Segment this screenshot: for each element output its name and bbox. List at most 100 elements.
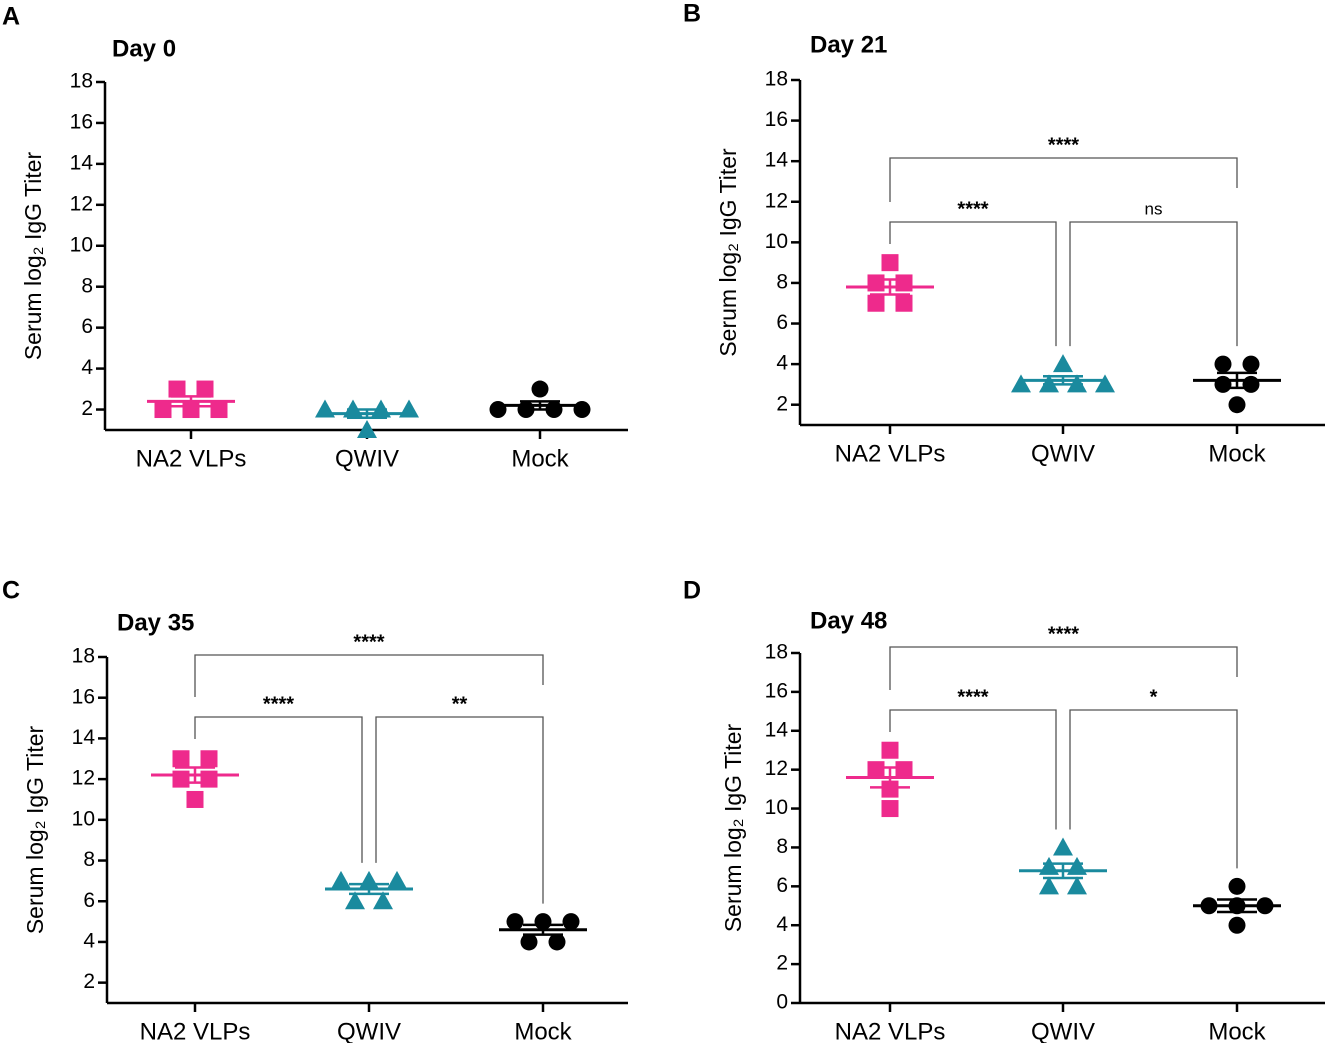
- data-point: [520, 933, 538, 951]
- data-point: [196, 380, 214, 398]
- significance-bracket: [194, 654, 544, 697]
- data-point: [357, 420, 377, 438]
- data-point: [172, 770, 190, 788]
- panel-title: Day 48: [810, 607, 887, 634]
- data-point: [562, 913, 580, 931]
- data-point: [895, 761, 913, 779]
- data-point: [1053, 354, 1073, 373]
- significance-bracket: [889, 709, 1057, 830]
- data-point: [1095, 374, 1115, 393]
- y-tick-label: 14: [765, 718, 789, 741]
- x-tick-label: Mock: [514, 1018, 572, 1043]
- y-tick-label: 8: [776, 270, 788, 293]
- data-point: [867, 294, 885, 312]
- panel-letter: B: [683, 0, 701, 28]
- data-point: [881, 780, 899, 798]
- y-tick-label: 6: [83, 889, 95, 912]
- y-tick-label: 16: [765, 679, 788, 702]
- x-tick-label: NA2 VLPs: [835, 440, 946, 467]
- significance-bracket: [1069, 709, 1238, 869]
- y-tick-label: 18: [765, 68, 788, 91]
- significance-label: ****: [957, 686, 988, 708]
- error-bar: [870, 278, 910, 296]
- error-bar: [171, 395, 211, 408]
- data-point: [867, 274, 885, 292]
- y-tick-label: 12: [765, 757, 788, 780]
- y-tick-label: 16: [765, 108, 788, 131]
- y-axis-label: Serum log₂ IgG Titer: [715, 148, 741, 357]
- x-tick-label: NA2 VLPs: [835, 1018, 946, 1043]
- data-point: [531, 380, 549, 398]
- y-tick-label: 14: [765, 149, 789, 172]
- data-point: [1039, 876, 1059, 895]
- y-tick-label: 6: [776, 874, 788, 897]
- error-bar: [520, 400, 560, 411]
- error-bar: [1217, 898, 1257, 914]
- y-tick-label: 2: [776, 392, 788, 415]
- y-tick-label: 8: [81, 274, 93, 297]
- x-tick-label: QWIV: [337, 1018, 401, 1043]
- significance-label: ****: [353, 631, 384, 653]
- y-tick-label: 4: [83, 929, 95, 952]
- data-point: [506, 913, 524, 931]
- data-point: [1214, 355, 1232, 373]
- y-tick-label: 10: [72, 807, 95, 830]
- data-point: [1011, 374, 1031, 393]
- significance-bracket: [889, 157, 1238, 202]
- y-axis-label: Serum log₂ IgG Titer: [22, 725, 48, 934]
- significance-bracket: [375, 716, 544, 904]
- y-tick-label: 2: [776, 952, 788, 975]
- data-point: [168, 380, 186, 398]
- x-tick-label: QWIV: [335, 445, 399, 472]
- data-point: [1228, 877, 1246, 895]
- significance-bracket: [194, 716, 363, 863]
- data-point: [881, 741, 899, 759]
- error-bar: [347, 408, 387, 419]
- panel-title: Day 35: [117, 609, 194, 636]
- error-bar: [870, 766, 910, 789]
- data-point: [210, 401, 228, 419]
- significance-label: **: [452, 693, 468, 715]
- y-tick-label: 12: [765, 189, 788, 212]
- data-point: [387, 870, 407, 889]
- significance-bracket: [889, 646, 1238, 690]
- data-point: [1053, 837, 1073, 856]
- y-tick-label: 12: [70, 192, 93, 215]
- y-axis-label: Serum log₂ IgG Titer: [720, 723, 746, 932]
- y-tick-label: 10: [70, 233, 93, 256]
- panel-title: Day 0: [112, 35, 176, 62]
- data-point: [331, 870, 351, 889]
- y-tick-label: 8: [776, 835, 788, 858]
- y-tick-label: 6: [776, 311, 788, 334]
- y-tick-label: 18: [765, 641, 788, 664]
- data-point: [881, 254, 899, 272]
- data-point: [867, 761, 885, 779]
- data-point: [548, 933, 566, 951]
- error-bar: [1043, 375, 1083, 386]
- panel-letter: D: [683, 577, 701, 605]
- data-point: [200, 750, 218, 768]
- x-tick-label: Mock: [1208, 440, 1266, 467]
- y-tick-label: 8: [83, 848, 95, 871]
- error-bar: [1217, 371, 1257, 390]
- error-bar: [349, 882, 389, 896]
- significance-label: ****: [1048, 623, 1079, 645]
- y-tick-label: 2: [81, 397, 93, 420]
- data-point: [186, 790, 204, 808]
- data-point: [1214, 375, 1232, 393]
- data-point: [1228, 916, 1246, 934]
- data-point: [881, 800, 899, 818]
- y-tick-label: 16: [72, 685, 95, 708]
- error-bar: [523, 923, 563, 936]
- significance-label: ns: [1145, 199, 1163, 218]
- y-tick-label: 16: [70, 110, 93, 133]
- data-point: [1242, 355, 1260, 373]
- significance-label: ****: [957, 198, 988, 220]
- significance-bracket: [889, 221, 1057, 347]
- x-tick-label: Mock: [511, 445, 569, 472]
- error-bar: [1043, 862, 1083, 880]
- data-point: [895, 294, 913, 312]
- x-tick-label: QWIV: [1031, 440, 1095, 467]
- significance-label: ****: [1048, 134, 1079, 156]
- data-point: [895, 274, 913, 292]
